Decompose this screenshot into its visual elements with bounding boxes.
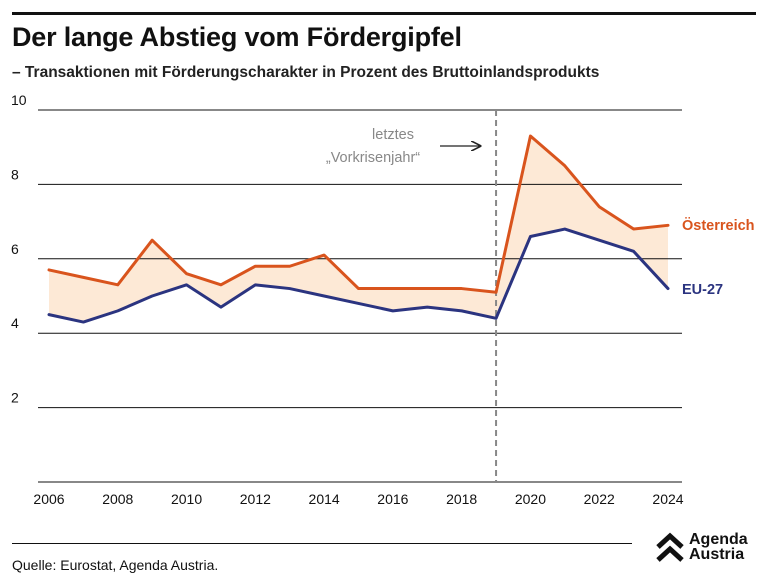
x-tick-label: 2016 xyxy=(377,491,408,507)
x-tick-label: 2020 xyxy=(515,491,546,507)
x-tick-label: 2014 xyxy=(309,491,340,507)
x-tick-label: 2018 xyxy=(446,491,477,507)
logo-chevron-icon xyxy=(656,532,684,562)
chart-title: Der lange Abstieg vom Fördergipfel xyxy=(12,22,462,52)
series-label-oesterreich: Österreich xyxy=(682,217,755,234)
x-tick-label: 2008 xyxy=(102,491,133,507)
agenda-austria-logo: Agenda Austria xyxy=(656,531,748,563)
logo-line-2: Austria xyxy=(689,546,745,563)
y-tick-label: 6 xyxy=(11,241,19,257)
logo-text: Agenda Austria xyxy=(689,531,748,563)
top-rule xyxy=(12,12,756,15)
x-tick-label: 2006 xyxy=(33,491,64,507)
annotation-line-2: „Vorkrisenjahr“ xyxy=(326,150,420,166)
y-tick-label: 4 xyxy=(11,315,19,331)
series-label-eu27: EU-27 xyxy=(682,282,723,298)
logo-line-1: Agenda xyxy=(689,531,748,548)
y-tick-label: 10 xyxy=(11,92,27,108)
x-tick-label: 2010 xyxy=(171,491,202,507)
x-tick-label: 2012 xyxy=(240,491,271,507)
y-tick-label: 8 xyxy=(11,166,19,182)
annotation-line-1: letztes xyxy=(372,127,414,143)
x-tick-label: 2022 xyxy=(584,491,615,507)
chart-subtitle: – Transaktionen mit Förderungscharakter … xyxy=(12,64,600,81)
y-tick-label: 2 xyxy=(11,390,19,406)
x-tick-label: 2024 xyxy=(652,491,683,507)
source-note: Quelle: Eurostat, Agenda Austria. xyxy=(12,557,219,573)
bottom-rule xyxy=(12,543,632,544)
